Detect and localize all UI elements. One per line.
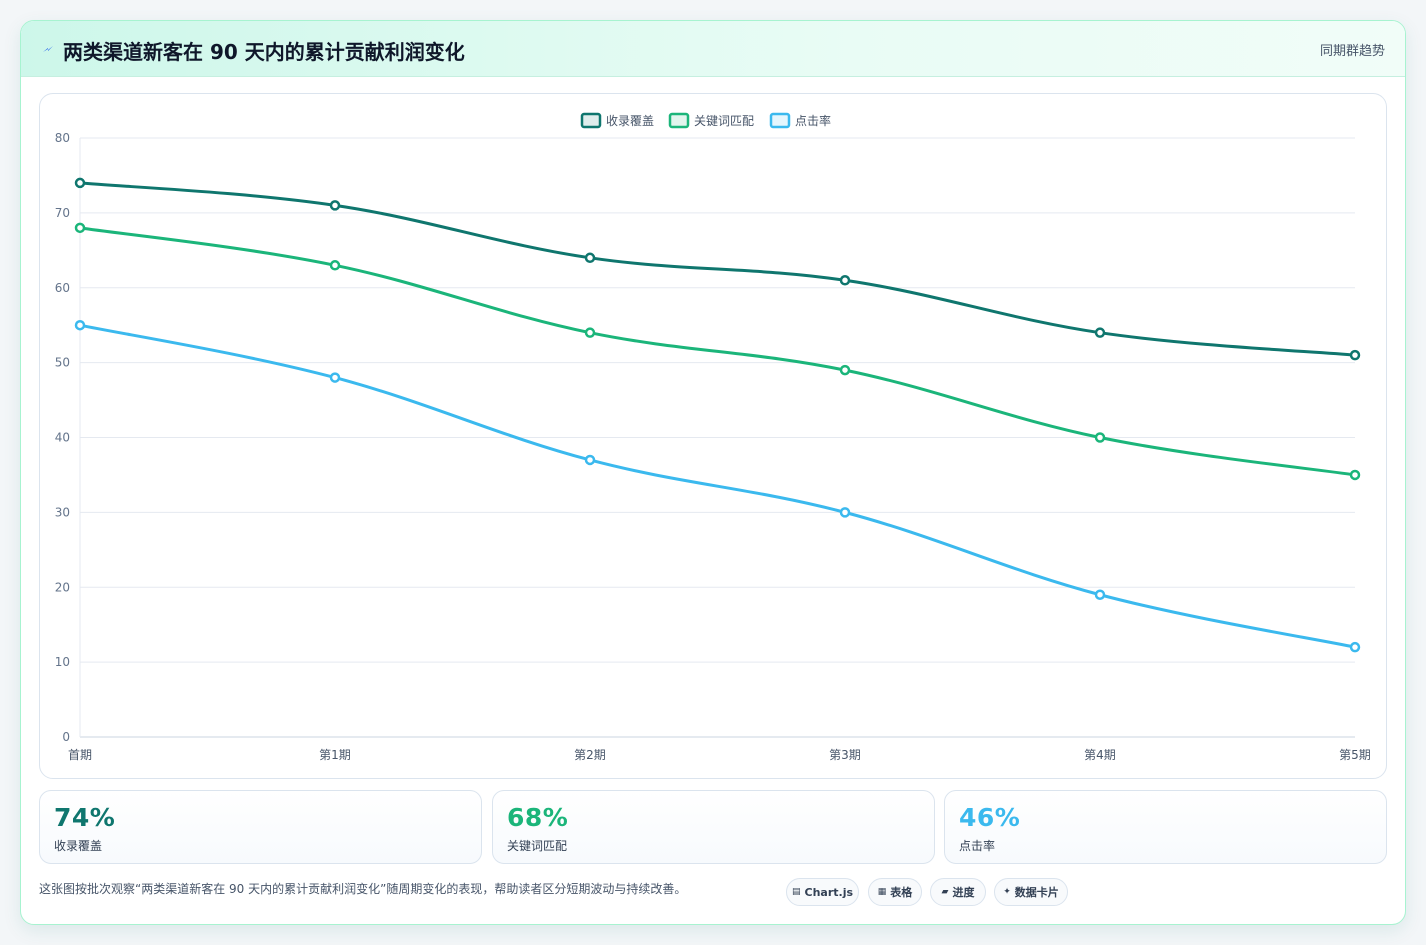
data-point	[1094, 432, 1106, 443]
y-tick-label: 10	[55, 655, 70, 669]
chip-label: 进度	[952, 886, 975, 899]
chip-progress[interactable]: ▰ 进度	[930, 878, 986, 906]
legend-label: 点击率	[795, 113, 831, 128]
y-tick-label: 0	[62, 730, 70, 744]
data-point	[1349, 349, 1361, 361]
y-tick-label: 60	[55, 281, 70, 295]
stat-card-ctr: 46% 点击率	[944, 790, 1387, 864]
y-tick-label: 80	[55, 131, 70, 145]
stat-card-coverage: 74% 收录覆盖	[39, 790, 482, 864]
data-point	[584, 327, 596, 338]
y-tick-label: 70	[55, 206, 70, 220]
page-title: 两类渠道新客在 90 天内的累计贡献利润变化	[63, 40, 465, 64]
line-chart: 0 10 20 30 40 50 60 70 80 首期 第1期 第2期 第3期 第4期 第5期 收录覆盖 关键…	[55, 112, 1371, 762]
data-point	[329, 372, 341, 383]
series-line	[79, 226, 1356, 477]
series-line	[79, 323, 1356, 649]
data-point	[74, 177, 86, 189]
progress-icon: ▰	[941, 887, 949, 897]
y-tick-label: 30	[55, 505, 70, 519]
chart-icon: ▤	[791, 887, 801, 897]
chart-panel: 0 10 20 30 40 50 60 70 80 首期 第1期 第2期 第3期 第4期 第5期 收录覆盖 关键…	[39, 93, 1387, 779]
x-tick-label: 第1期	[319, 748, 351, 762]
stat-card-keyword: 68% 关键词匹配	[492, 790, 935, 864]
data-point	[839, 364, 851, 376]
stat-cards: 74% 收录覆盖 68% 关键词匹配 46% 点击率	[39, 790, 1387, 864]
x-tick-label: 第3期	[829, 748, 861, 762]
chart-card: 两类渠道新客在 90 天内的累计贡献利润变化 同期群趋势 0 10 20 30 40 50…	[20, 20, 1406, 925]
sparkle-icon: ✦	[1003, 887, 1011, 897]
data-point	[584, 454, 596, 466]
legend-label: 收录覆盖	[606, 114, 654, 128]
x-tick-label: 第2期	[574, 748, 606, 762]
chip-label: 数据卡片	[1014, 886, 1059, 899]
data-point	[584, 252, 596, 264]
bolt-icon	[43, 46, 53, 52]
data-point	[329, 260, 341, 271]
footer-note: 这张图按批次观察“两类渠道新客在 90 天内的累计贡献利润变化”随周期变化的表现…	[39, 882, 687, 896]
legend-swatch	[769, 112, 791, 129]
data-point	[329, 200, 341, 211]
x-tick-label: 第5期	[1339, 748, 1371, 762]
stat-label: 收录覆盖	[54, 839, 103, 853]
data-point	[74, 222, 86, 234]
series-line	[79, 181, 1356, 357]
card-header: 两类渠道新客在 90 天内的累计贡献利润变化 同期群趋势	[21, 21, 1405, 77]
x-tick-label: 第4期	[1084, 748, 1116, 762]
x-tick-label: 首期	[68, 748, 92, 762]
stat-label: 关键词匹配	[507, 839, 568, 853]
data-point	[74, 319, 86, 331]
y-tick-label: 20	[55, 580, 70, 594]
stat-value: 46%	[959, 803, 1021, 832]
y-tick-label: 50	[55, 356, 70, 370]
legend-swatch	[668, 112, 690, 129]
stat-value: 74%	[54, 803, 116, 832]
table-icon: ▦	[877, 887, 887, 897]
chip-chartjs[interactable]: ▤ Chart.js	[786, 878, 859, 906]
legend-label: 关键词匹配	[694, 114, 754, 128]
data-point	[1349, 469, 1361, 481]
data-point	[1349, 641, 1361, 653]
chip-data-card[interactable]: ✦ 数据卡片	[994, 878, 1068, 906]
stat-label: 点击率	[959, 839, 996, 853]
data-point	[1094, 327, 1106, 338]
chip-table[interactable]: ▦ 表格	[868, 878, 922, 906]
header-tag: 同期群趋势	[1319, 44, 1385, 59]
data-point	[1094, 589, 1106, 600]
chip-label: Chart.js	[804, 885, 854, 899]
chip-label: 表格	[890, 886, 913, 899]
stat-value: 68%	[507, 803, 569, 832]
y-tick-label: 40	[55, 431, 70, 445]
data-point	[839, 507, 851, 518]
legend-swatch	[580, 112, 602, 129]
data-point	[839, 275, 851, 286]
